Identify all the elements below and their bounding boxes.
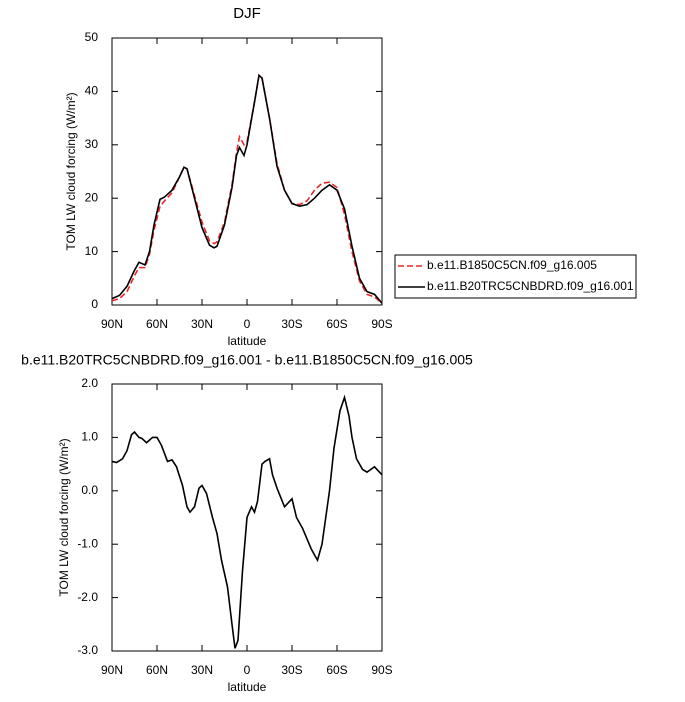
y-tick-label: 2.0 (81, 376, 98, 390)
x-tick-label: 90S (371, 663, 392, 677)
y-tick-label: 1.0 (81, 430, 98, 444)
chart-title: DJF (233, 5, 261, 22)
x-tick-label: 0 (244, 663, 251, 677)
x-tick-label: 60S (326, 317, 347, 331)
x-axis-label: latitude (228, 680, 267, 694)
y-tick-label: -2.0 (77, 590, 98, 604)
legend-label: b.e11.B20TRC5CNBDRD.f09_g16.001 (427, 279, 634, 293)
y-tick-label: 10 (85, 244, 99, 258)
x-axis-label: latitude (228, 334, 267, 348)
plot-frame (111, 37, 383, 306)
data-line (111, 73, 383, 304)
y-tick-label: 40 (85, 84, 99, 98)
x-tick-label: 90N (101, 317, 123, 331)
x-tick-label: 60N (146, 663, 168, 677)
y-tick-label: 50 (85, 30, 99, 44)
y-tick-label: 0.0 (81, 483, 98, 497)
y-tick-label: 0 (91, 297, 98, 311)
x-tick-label: 30S (281, 317, 302, 331)
x-tick-label: 30S (281, 663, 302, 677)
x-tick-label: 60N (146, 317, 168, 331)
y-tick-label: -1.0 (77, 536, 98, 550)
x-tick-label: 30N (191, 317, 213, 331)
y-axis-label: TOM LW cloud forcing (W/m²) (64, 92, 78, 250)
x-tick-label: 30N (191, 663, 213, 677)
y-axis-label: TOM LW cloud forcing (W/m²) (57, 438, 71, 596)
y-tick-label: -3.0 (77, 643, 98, 657)
y-tick-label: 30 (85, 137, 99, 151)
y-tick-label: 20 (85, 190, 99, 204)
x-tick-label: 0 (244, 317, 251, 331)
data-line (111, 73, 383, 305)
x-tick-label: 90S (371, 317, 392, 331)
legend-box (394, 254, 637, 299)
data-line (111, 394, 383, 649)
legend-label: b.e11.B1850C5CN.f09_g16.005 (427, 258, 597, 272)
chart-title: b.e11.B20TRC5CNBDRD.f09_g16.001 - b.e11.… (21, 352, 473, 368)
x-tick-label: 90N (101, 663, 123, 677)
x-tick-label: 60S (326, 663, 347, 677)
